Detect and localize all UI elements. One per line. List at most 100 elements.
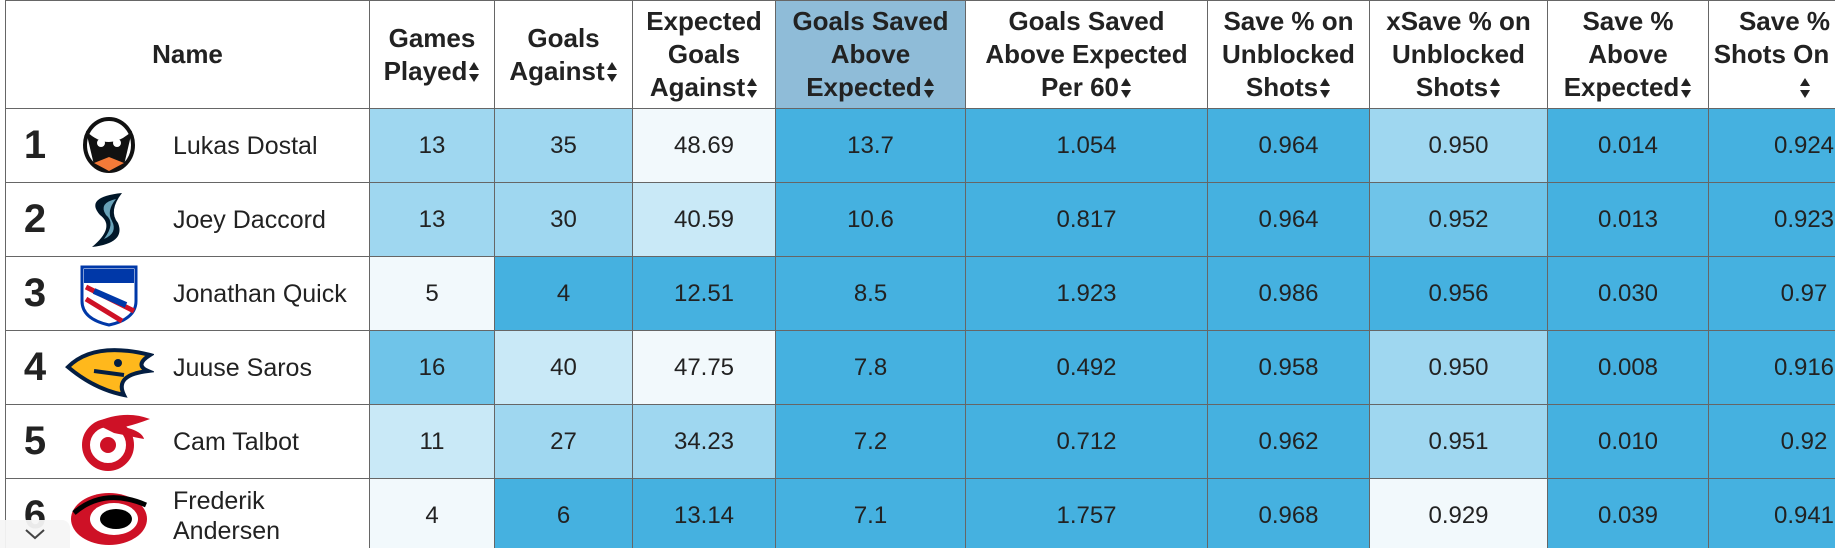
sort-icon [1799, 78, 1810, 98]
team-logo [64, 483, 154, 548]
header-label: Name [152, 39, 223, 69]
stat-cell: 0.929 [1370, 479, 1548, 548]
player-cell: 6 Frederik Andersen [5, 479, 370, 548]
stat-cell: 0.97 [1709, 257, 1835, 331]
stat-cell: 0.964 [1208, 109, 1370, 183]
team-logo [64, 409, 154, 475]
stat-cell: 0.92 [1709, 405, 1835, 479]
header-text: Goals Saved Above Expected Per 60 [968, 5, 1205, 104]
stat-cell: 30 [495, 183, 633, 257]
stat-cell: 4 [495, 257, 633, 331]
stat-cell: 0.916 [1709, 331, 1835, 405]
stat-cell: 0.986 [1208, 257, 1370, 331]
header-label: Goals Against [509, 22, 605, 86]
stat-cell: 10.6 [776, 183, 966, 257]
player-cell: 5 Cam Talbot [5, 405, 370, 479]
player-name: Cam Talbot [173, 427, 299, 456]
stat-cell: 16 [370, 331, 495, 405]
stat-cell: 0.950 [1370, 331, 1548, 405]
column-header[interactable]: Save % Above Expected [1548, 0, 1709, 109]
stat-cell: 8.5 [776, 257, 966, 331]
collapse-button[interactable] [0, 520, 70, 548]
sort-icon [1121, 78, 1132, 98]
sort-icon [923, 78, 934, 98]
stat-cell: 7.1 [776, 479, 966, 548]
stat-cell: 0.962 [1208, 405, 1370, 479]
stat-cell: 0.039 [1548, 479, 1709, 548]
stat-cell: 1.757 [966, 479, 1208, 548]
team-logo [64, 187, 154, 253]
sort-icon [1490, 78, 1501, 98]
column-header[interactable]: Save % on Shots On Goal [1709, 0, 1835, 109]
logo-graphic [82, 414, 150, 471]
column-header[interactable]: Goals Saved Above Expected Per 60 [966, 0, 1208, 109]
chevron-icon [25, 529, 45, 540]
header-text: Save % on Shots On Goal [1711, 5, 1835, 104]
logo-graphic [80, 265, 138, 327]
stat-cell: 34.23 [633, 405, 776, 479]
stat-cell: 0.013 [1548, 183, 1709, 257]
header-label: Save % on Unblocked Shots [1222, 6, 1355, 102]
stat-cell: 0.951 [1370, 405, 1548, 479]
header-label: Save % Above Expected [1563, 6, 1680, 102]
rank: 1 [23, 123, 47, 167]
column-header[interactable]: Goals Saved Above Expected [776, 0, 966, 109]
header-text: Save % on Unblocked Shots [1210, 5, 1367, 104]
stat-cell: 0.958 [1208, 331, 1370, 405]
stat-cell: 0.014 [1548, 109, 1709, 183]
stat-cell: 11 [370, 405, 495, 479]
column-header[interactable]: Save % on Unblocked Shots [1208, 0, 1370, 109]
stat-cell: 12.51 [633, 257, 776, 331]
rank: 4 [23, 345, 47, 389]
stat-cell: 13 [370, 109, 495, 183]
sort-icon [606, 61, 617, 82]
header-text: Save % Above Expected [1550, 5, 1706, 104]
logo-graphic [71, 493, 147, 545]
stat-cell: 5 [370, 257, 495, 331]
stat-cell: 6 [495, 479, 633, 548]
header-text: Name [152, 38, 223, 71]
stat-cell: 1.923 [966, 257, 1208, 331]
stat-cell: 13 [370, 183, 495, 257]
player-cell: 4 Juuse Saros [5, 331, 370, 405]
player-name: Jonathan Quick [173, 279, 347, 308]
header-label: Goals Saved Above Expected Per 60 [985, 6, 1188, 102]
stat-cell: 0.964 [1208, 183, 1370, 257]
stat-cell: 0.924 [1709, 109, 1835, 183]
sort-icon [747, 78, 758, 98]
header-label: Expected Goals Against [646, 6, 762, 102]
stat-cell: 40 [495, 331, 633, 405]
stat-cell: 0.941 [1709, 479, 1835, 548]
header-label: xSave % on Unblocked Shots [1386, 6, 1531, 102]
sort-icon [469, 61, 480, 82]
stat-cell: 0.030 [1548, 257, 1709, 331]
player-name: Lukas Dostal [173, 131, 318, 160]
player-name: Joey Daccord [173, 205, 326, 234]
stat-cell: 0.817 [966, 183, 1208, 257]
player-cell: 3 Jonathan Quick [5, 257, 370, 331]
player-name: Juuse Saros [173, 353, 312, 382]
header-text: Goals Against [497, 22, 630, 88]
stat-cell: 48.69 [633, 109, 776, 183]
team-logo [64, 335, 156, 401]
stat-cell: 1.054 [966, 109, 1208, 183]
column-header[interactable]: Goals Against [495, 0, 633, 109]
column-header[interactable]: xSave % on Unblocked Shots [1370, 0, 1548, 109]
player-name: Frederik Andersen [173, 486, 281, 545]
header-text: Games Played [372, 22, 492, 88]
column-header[interactable]: Expected Goals Against [633, 0, 776, 109]
stat-cell: 0.712 [966, 405, 1208, 479]
stat-cell: 40.59 [633, 183, 776, 257]
player-cell: 2 Joey Daccord [5, 183, 370, 257]
team-logo [64, 261, 154, 327]
header-label: Save % on Shots On Goal [1713, 6, 1835, 69]
stat-cell: 27 [495, 405, 633, 479]
column-header[interactable]: Games Played [370, 0, 495, 109]
stat-cell: 0.923 [1709, 183, 1835, 257]
header-label: Games Played [383, 22, 476, 86]
rank: 5 [23, 419, 47, 463]
column-header[interactable]: Name [5, 0, 370, 109]
stat-cell: 35 [495, 109, 633, 183]
header-text: xSave % on Unblocked Shots [1372, 5, 1545, 104]
